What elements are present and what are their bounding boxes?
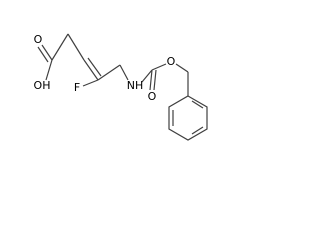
atom-label: O (167, 55, 176, 68)
bonds (37, 33, 208, 141)
atom-label: O (34, 33, 43, 46)
structure-diagram: O OH F NH O O (34, 33, 208, 141)
atom-label: OH (34, 79, 51, 92)
atom-label: F (74, 81, 80, 94)
atom-label: O (148, 90, 157, 103)
atom-label: NH (127, 79, 144, 92)
